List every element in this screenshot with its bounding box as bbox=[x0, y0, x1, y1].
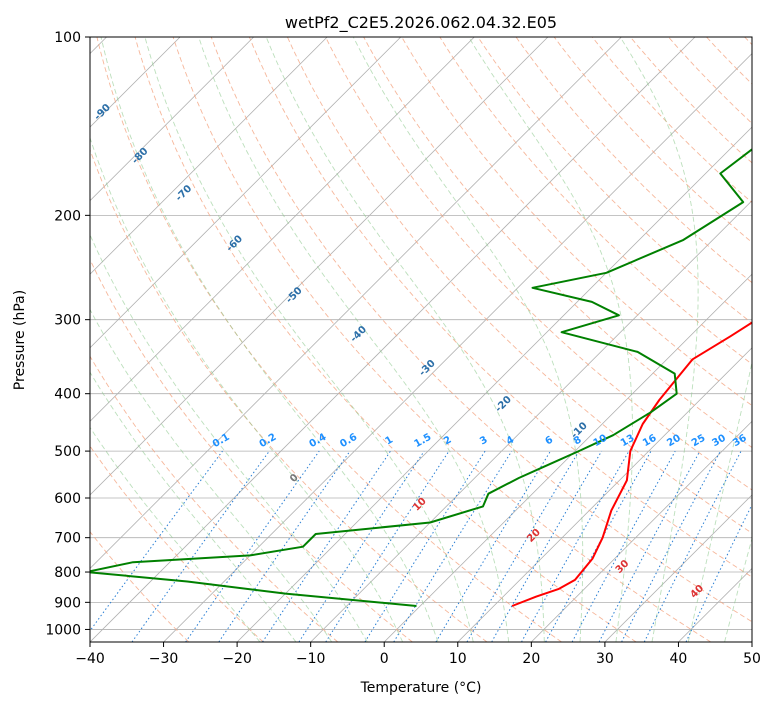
moist-adiabat-line bbox=[687, 360, 752, 642]
moist-adiabat-line bbox=[90, 136, 404, 642]
mixing-ratio-label: 3 bbox=[478, 434, 490, 447]
dry-adiabat-line bbox=[210, 37, 752, 623]
mixing-ratio-line bbox=[185, 450, 320, 642]
isotherm-line bbox=[457, 347, 752, 642]
isotherm-line bbox=[163, 53, 752, 642]
x-tick-label: 50 bbox=[743, 651, 761, 667]
dry-adiabat-line bbox=[90, 531, 190, 642]
dry-adiabat-line bbox=[248, 37, 752, 578]
isotherm-line bbox=[90, 37, 696, 642]
mixing-ratio-label: 8 bbox=[572, 434, 584, 447]
moist-adiabat-line bbox=[619, 37, 699, 642]
dry-adiabat-line bbox=[90, 148, 488, 642]
isotherm-line bbox=[90, 37, 254, 202]
profile-lines bbox=[90, 148, 752, 607]
moist-adiabat-line bbox=[90, 308, 333, 642]
mixing-ratio-line bbox=[262, 450, 391, 642]
y-tick-label: 800 bbox=[54, 565, 81, 581]
y-axis-label: Pressure (hPa) bbox=[12, 290, 28, 390]
dry-adiabat-line bbox=[90, 258, 413, 642]
dry-adiabat-line bbox=[96, 37, 562, 642]
mixing-ratio-label: 2 bbox=[442, 434, 454, 447]
x-tick-label: −40 bbox=[75, 651, 105, 667]
isotherm-line bbox=[90, 37, 549, 496]
mixing-ratio-line bbox=[218, 450, 351, 642]
y-tick-label: 200 bbox=[54, 208, 81, 224]
x-axis: −40 −30 −20 −10 0 10 20 30 40 50 bbox=[75, 642, 761, 667]
x-tick-label: −20 bbox=[222, 651, 252, 667]
y-tick-label: 100 bbox=[54, 30, 81, 46]
mixing-ratio-line bbox=[521, 450, 630, 642]
moist-adiabat-line bbox=[90, 426, 261, 642]
y-tick-label: 900 bbox=[54, 595, 81, 611]
isotherm-line bbox=[236, 126, 752, 642]
y-tick-label: 400 bbox=[54, 387, 81, 403]
dry-adiabat-line bbox=[401, 37, 752, 407]
y-tick-label: 700 bbox=[54, 531, 81, 547]
dry-adiabat-line bbox=[90, 355, 339, 642]
dry-adiabat-line bbox=[172, 37, 712, 642]
plot-frame bbox=[89, 36, 753, 643]
x-tick-label: −10 bbox=[296, 651, 326, 667]
mixing-ratio-line bbox=[90, 450, 223, 632]
dry-adiabat-line bbox=[591, 37, 752, 204]
dry-adiabat-line bbox=[477, 37, 752, 324]
isotherm-line bbox=[90, 37, 622, 569]
mixing-ratio-label: 6 bbox=[543, 434, 555, 447]
moist-adiabat-line bbox=[90, 233, 368, 642]
y-tick-label: 300 bbox=[54, 313, 81, 329]
reference-lines bbox=[90, 37, 752, 642]
dry-adiabat-line bbox=[515, 37, 752, 284]
mixing-ratio-line bbox=[643, 450, 742, 642]
dry-adiabat-line bbox=[363, 37, 752, 448]
mixing-ratio-line bbox=[298, 450, 425, 642]
y-tick-label: 1000 bbox=[45, 622, 81, 638]
dry-adiabat-line bbox=[629, 37, 752, 164]
y-axis: 100 200 300 400 500 600 700 800 900 1000 bbox=[45, 30, 90, 638]
y-tick-label: 500 bbox=[54, 444, 81, 460]
mixing-ratio-label: 4 bbox=[505, 434, 517, 447]
dry-adiabat-line bbox=[286, 37, 752, 534]
x-axis-label: Temperature (°C) bbox=[360, 680, 482, 696]
x-tick-label: 30 bbox=[596, 651, 614, 667]
moist-adiabat-line bbox=[100, 37, 439, 642]
isotherm-line bbox=[90, 37, 402, 349]
dry-adiabat-line bbox=[325, 37, 752, 491]
moist-adiabat-line bbox=[198, 37, 510, 642]
mixing-ratio-line bbox=[131, 450, 270, 642]
mixing-ratio-line bbox=[325, 450, 450, 642]
x-tick-label: 20 bbox=[522, 651, 540, 667]
isotherm-line bbox=[90, 37, 475, 422]
chart-title: wetPf2_C2E5.2026.062.04.32.E05 bbox=[285, 13, 557, 33]
x-tick-label: 40 bbox=[670, 651, 688, 667]
isotherm-line bbox=[604, 494, 752, 642]
dry-adiabat-line bbox=[439, 37, 752, 365]
mixing-ratio-line bbox=[571, 450, 676, 642]
mixing-ratio-line bbox=[393, 450, 513, 642]
isotherm-line bbox=[531, 420, 752, 642]
y-tick-label: 600 bbox=[54, 491, 81, 507]
isotherm-line bbox=[383, 273, 752, 642]
x-tick-label: 10 bbox=[449, 651, 467, 667]
moist-adiabat-line bbox=[724, 537, 752, 642]
moist-adiabat-line bbox=[265, 37, 545, 642]
isotherm-line bbox=[90, 37, 328, 275]
x-tick-label: −30 bbox=[149, 651, 179, 667]
profile-series bbox=[90, 148, 752, 607]
profile-series bbox=[511, 321, 752, 607]
moist-adiabat-line bbox=[144, 37, 474, 642]
x-tick-label: 0 bbox=[380, 651, 389, 667]
moist-adiabat-line bbox=[352, 37, 584, 642]
mixing-ratio-label: 1 bbox=[384, 434, 396, 447]
